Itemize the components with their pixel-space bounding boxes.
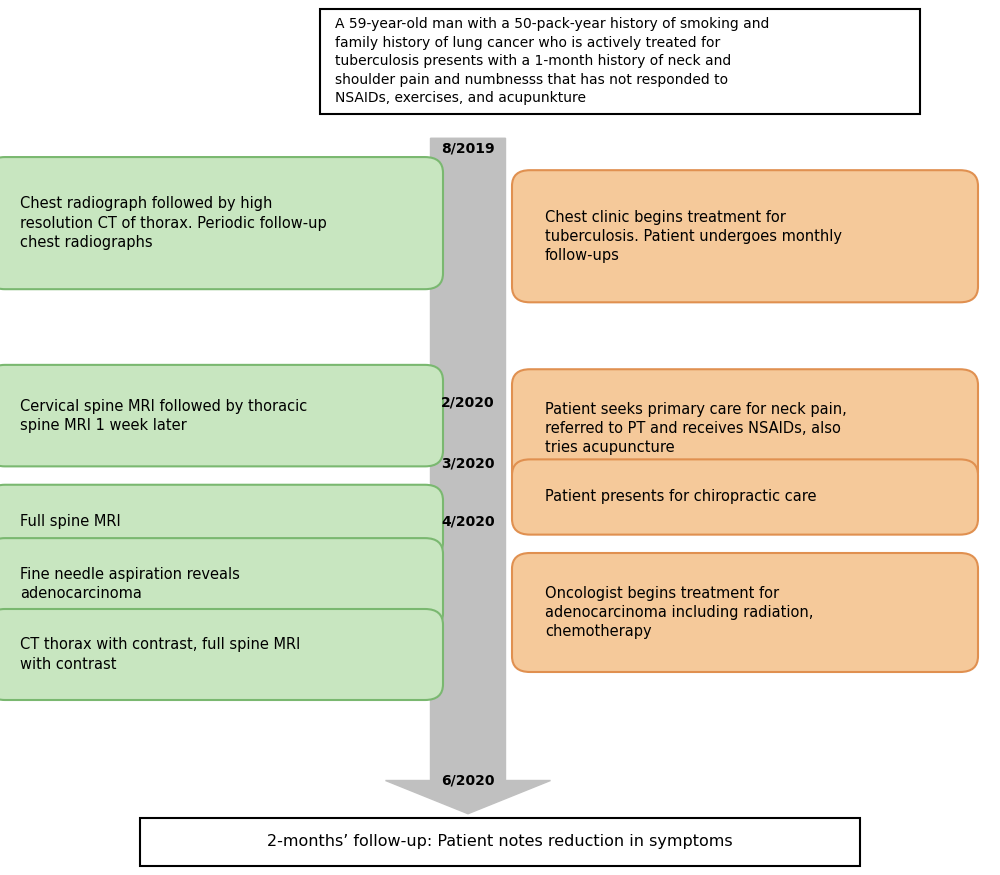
FancyBboxPatch shape xyxy=(0,538,443,629)
Text: 2/2020: 2/2020 xyxy=(441,396,495,410)
Polygon shape xyxy=(386,138,550,814)
Text: Cervical spine MRI followed by thoracic
spine MRI 1 week later: Cervical spine MRI followed by thoracic … xyxy=(20,398,307,433)
FancyBboxPatch shape xyxy=(512,170,978,302)
Text: Full spine MRI: Full spine MRI xyxy=(20,514,121,529)
Text: Patient presents for chiropractic care: Patient presents for chiropractic care xyxy=(545,489,816,505)
Text: Fine needle aspiration reveals
adenocarcinoma: Fine needle aspiration reveals adenocarc… xyxy=(20,566,240,601)
FancyBboxPatch shape xyxy=(320,9,920,114)
Text: Chest radiograph followed by high
resolution CT of thorax. Periodic follow-up
ch: Chest radiograph followed by high resolu… xyxy=(20,196,327,250)
FancyBboxPatch shape xyxy=(0,365,443,466)
FancyBboxPatch shape xyxy=(431,138,506,780)
FancyBboxPatch shape xyxy=(512,369,978,488)
FancyBboxPatch shape xyxy=(0,158,443,289)
Text: 2-months’ follow-up: Patient notes reduction in symptoms: 2-months’ follow-up: Patient notes reduc… xyxy=(267,834,733,850)
Text: Patient seeks primary care for neck pain,
referred to PT and receives NSAIDs, al: Patient seeks primary care for neck pain… xyxy=(545,402,847,456)
FancyBboxPatch shape xyxy=(140,817,860,866)
Text: CT thorax with contrast, full spine MRI
with contrast: CT thorax with contrast, full spine MRI … xyxy=(20,637,300,672)
Text: 6/2020: 6/2020 xyxy=(441,774,495,788)
Text: Oncologist begins treatment for
adenocarcinoma including radiation,
chemotherapy: Oncologist begins treatment for adenocar… xyxy=(545,585,813,640)
Text: 3/2020: 3/2020 xyxy=(441,457,495,471)
Text: 8/2019: 8/2019 xyxy=(441,142,495,156)
FancyBboxPatch shape xyxy=(512,459,978,535)
FancyBboxPatch shape xyxy=(0,609,443,700)
Text: 4/2020: 4/2020 xyxy=(441,514,495,528)
Text: Chest clinic begins treatment for
tuberculosis. Patient undergoes monthly
follow: Chest clinic begins treatment for tuberc… xyxy=(545,209,842,263)
Text: A 59-year-old man with a 50-pack-year history of smoking and
family history of l: A 59-year-old man with a 50-pack-year hi… xyxy=(335,18,769,105)
FancyBboxPatch shape xyxy=(0,485,443,558)
FancyBboxPatch shape xyxy=(512,553,978,672)
